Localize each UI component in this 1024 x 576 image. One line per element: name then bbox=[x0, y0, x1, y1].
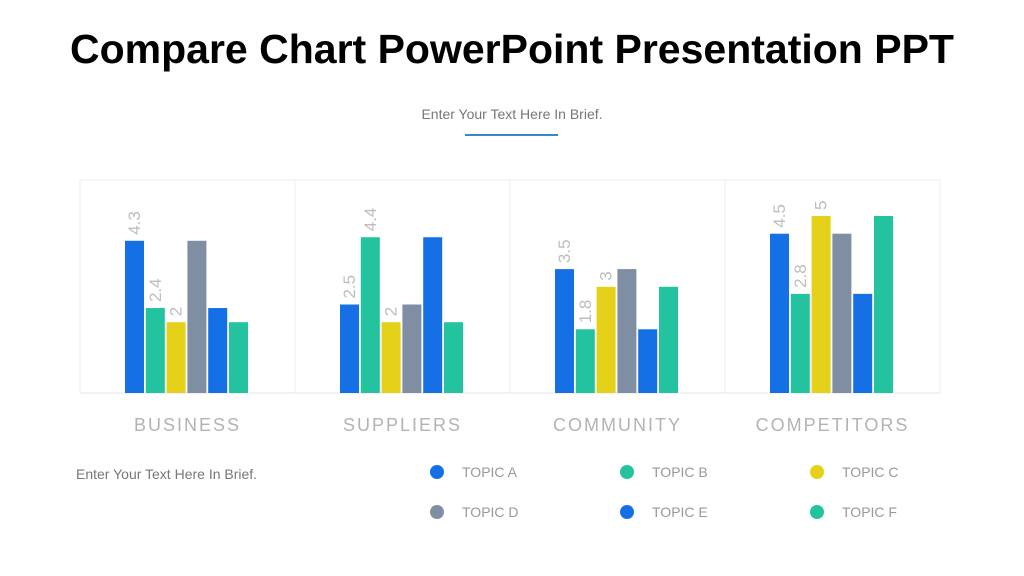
bar bbox=[444, 322, 463, 393]
legend-label: TOPIC C bbox=[842, 464, 899, 480]
data-label: 3 bbox=[597, 271, 616, 280]
note-text: Enter Your Text Here In Brief. bbox=[76, 466, 258, 482]
legend-label: TOPIC A bbox=[462, 464, 517, 480]
subtitle: Enter Your Text Here In Brief. bbox=[421, 106, 603, 122]
bar bbox=[187, 240, 207, 393]
bar bbox=[145, 308, 165, 393]
bar bbox=[229, 322, 248, 393]
bar bbox=[423, 237, 443, 393]
legend-item: TOPIC C bbox=[810, 464, 899, 480]
bar bbox=[638, 329, 658, 393]
data-label: 4.4 bbox=[361, 208, 380, 232]
legend-dot-icon bbox=[620, 505, 634, 519]
bar bbox=[360, 237, 380, 393]
bar bbox=[555, 269, 574, 393]
category-label: SUPPLIERS bbox=[343, 415, 462, 435]
bar bbox=[575, 329, 595, 393]
legend-dot-icon bbox=[430, 465, 444, 479]
bar bbox=[402, 304, 422, 393]
bar bbox=[832, 233, 852, 393]
data-label: 4.5 bbox=[770, 204, 789, 228]
legend-item: TOPIC A bbox=[430, 464, 517, 480]
bar bbox=[790, 293, 810, 393]
bar bbox=[659, 286, 678, 393]
data-label: 5 bbox=[812, 201, 831, 210]
bar bbox=[381, 322, 401, 393]
data-label: 2.8 bbox=[791, 264, 810, 288]
category-label: BUSINESS bbox=[134, 415, 241, 435]
data-label: 4.3 bbox=[125, 211, 144, 235]
bar bbox=[770, 233, 789, 393]
legend-dot-icon bbox=[810, 465, 824, 479]
legend-item: TOPIC E bbox=[620, 504, 708, 520]
legend-label: TOPIC D bbox=[462, 504, 519, 520]
bar bbox=[874, 216, 893, 393]
data-label: 1.8 bbox=[576, 300, 595, 324]
legend-item: TOPIC D bbox=[430, 504, 519, 520]
legend-dot-icon bbox=[810, 505, 824, 519]
legend-label: TOPIC E bbox=[652, 504, 708, 520]
bar bbox=[617, 269, 637, 393]
category-label: COMMUNITY bbox=[553, 415, 682, 435]
bar bbox=[166, 322, 186, 393]
data-label: 2 bbox=[167, 307, 186, 316]
legend-label: TOPIC F bbox=[842, 504, 897, 520]
data-label: 2.4 bbox=[146, 278, 165, 302]
legend-dot-icon bbox=[430, 505, 444, 519]
legend-item: TOPIC F bbox=[810, 504, 897, 520]
bar bbox=[853, 293, 873, 393]
category-label: COMPETITORS bbox=[756, 415, 910, 435]
subtitle-underline bbox=[465, 134, 558, 136]
data-label: 3.5 bbox=[555, 239, 574, 263]
bar bbox=[596, 286, 616, 393]
bar bbox=[208, 308, 228, 393]
data-label: 2.5 bbox=[340, 275, 359, 299]
legend-dot-icon bbox=[620, 465, 634, 479]
bar bbox=[340, 304, 359, 393]
data-label: 2 bbox=[382, 307, 401, 316]
legend-item: TOPIC B bbox=[620, 464, 708, 480]
page-title: Compare Chart PowerPoint Presentation PP… bbox=[70, 26, 954, 72]
legend-label: TOPIC B bbox=[652, 464, 708, 480]
bar bbox=[125, 240, 144, 393]
bar bbox=[811, 216, 831, 393]
